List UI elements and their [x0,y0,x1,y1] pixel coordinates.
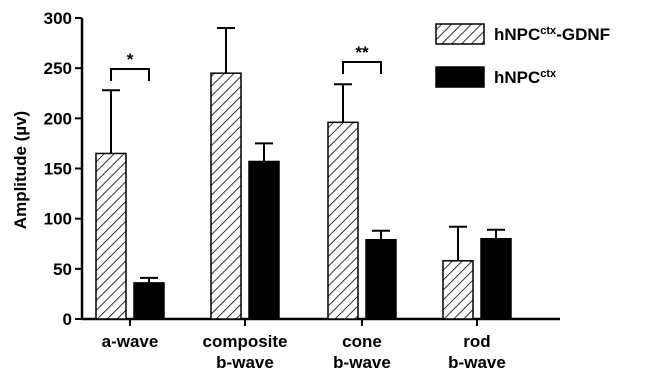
y-tick-label: 200 [44,109,72,128]
error-bar [217,27,235,74]
significance-annotations: * ** [110,43,382,81]
error-bar [334,83,352,123]
bars [95,72,512,320]
error-bar [140,276,158,283]
y-tick-label: 250 [44,59,72,78]
y-tick-label: 300 [44,9,72,28]
bar-ctx-1 [248,160,280,320]
x-category-label: b-wave [448,353,506,372]
error-bar [372,229,390,240]
error-bars [102,27,505,283]
error-bar [487,228,505,239]
legend-swatch [435,23,485,45]
error-bar [102,89,120,154]
x-axis [82,317,560,326]
bar-gdnf-2 [327,121,359,320]
legend-label: hNPCctx [494,68,557,87]
y-axis-label: Amplitude (µv) [11,111,30,229]
x-category-label: composite [202,332,287,351]
y-tick-label: 100 [44,210,72,229]
bar-gdnf-1 [210,72,242,320]
y-axis: 0 50 100 150 200 250 300 [44,9,84,329]
bar-gdnf-0 [95,152,127,320]
bar-gdnf-3 [442,260,474,320]
y-tick-label: 50 [53,260,72,279]
x-category-label: rod [463,332,490,351]
error-bar [255,142,273,162]
significance-label: * [127,50,134,69]
x-category-label: b-wave [333,353,391,372]
x-category-label: cone [342,332,382,351]
significance-label: ** [355,43,369,62]
x-category-label: b-wave [216,353,274,372]
legend: hNPCctx-GDNF hNPCctx [435,23,610,88]
y-tick-label: 0 [63,310,72,329]
bar-ctx-2 [365,238,397,320]
significance-bracket: ** [342,43,382,74]
bar-ctx-0 [133,282,165,320]
legend-label: hNPCctx-GDNF [494,25,610,44]
y-tick-label: 150 [44,160,72,179]
error-bar [449,225,467,261]
category-labels: a-wave composite b-wave cone b-wave rod b-wave [102,332,506,372]
x-category-label: a-wave [102,332,159,351]
significance-bracket: * [110,50,150,81]
bar-ctx-3 [480,237,512,320]
legend-swatch [435,66,485,88]
